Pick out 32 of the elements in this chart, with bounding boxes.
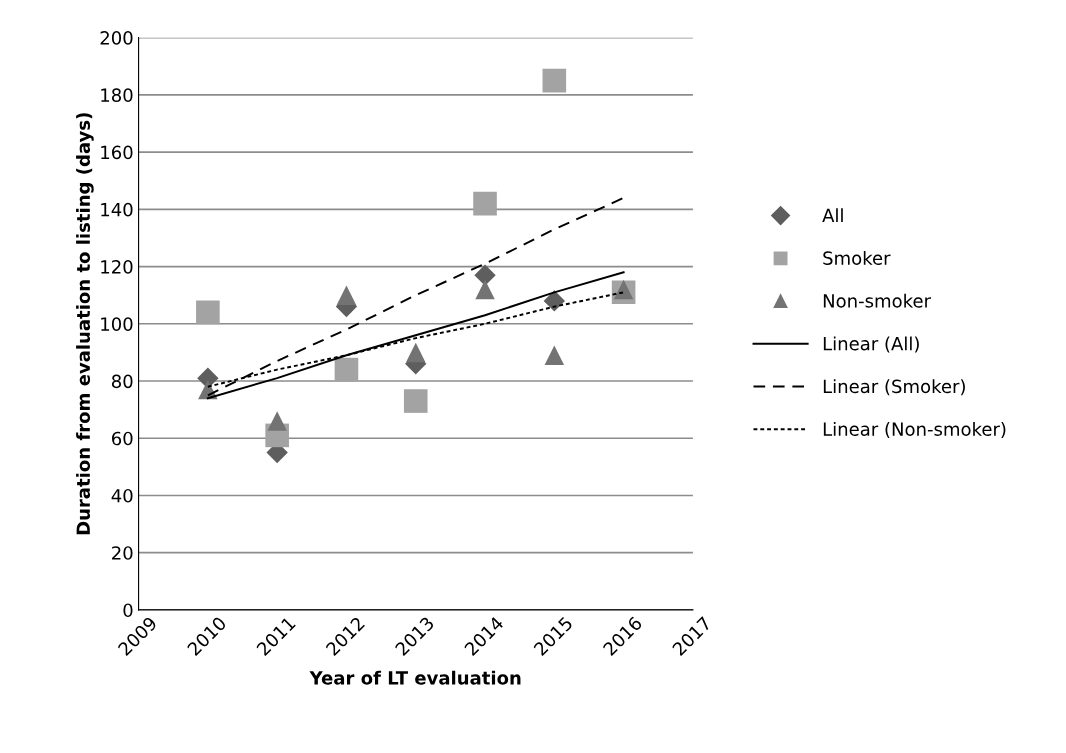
point xyxy=(473,191,497,216)
y-tick-label: 140 xyxy=(101,202,133,217)
y-tick-label: 100 xyxy=(101,317,133,331)
point xyxy=(474,264,496,286)
legend-label: Linear (Smoker) xyxy=(823,379,965,396)
y-tick-label: 20 xyxy=(112,546,133,560)
legend-label: Non-smoker xyxy=(823,293,931,308)
point xyxy=(406,342,426,363)
y-tick-label: 40 xyxy=(111,488,133,503)
x-axis-title: Year of LT evaluation xyxy=(309,670,521,685)
legend-label: Linear (All) xyxy=(823,336,919,353)
y-tick-label: 60 xyxy=(112,431,133,446)
y-tick-label: 160 xyxy=(101,145,133,160)
y-tick-label: 80 xyxy=(111,374,133,389)
point xyxy=(543,290,565,312)
point xyxy=(334,357,359,382)
y-tick-label: 120 xyxy=(101,260,133,274)
point xyxy=(475,279,495,300)
point xyxy=(403,389,428,413)
legend-label: All xyxy=(822,208,843,222)
y-tick-label: 0 xyxy=(123,603,133,618)
point xyxy=(196,300,220,325)
point xyxy=(336,285,357,305)
y-tick-label: 200 xyxy=(100,31,133,45)
point xyxy=(544,345,565,365)
point xyxy=(613,279,634,300)
point xyxy=(267,411,287,431)
y-tick-label: 180 xyxy=(101,88,133,102)
legend-label: Linear (Non-smoker) xyxy=(823,421,1006,439)
y-axis-title: Duration from evaluation to listing (days) xyxy=(76,113,94,535)
legend-label: Smoker xyxy=(823,250,891,265)
point xyxy=(542,68,567,93)
